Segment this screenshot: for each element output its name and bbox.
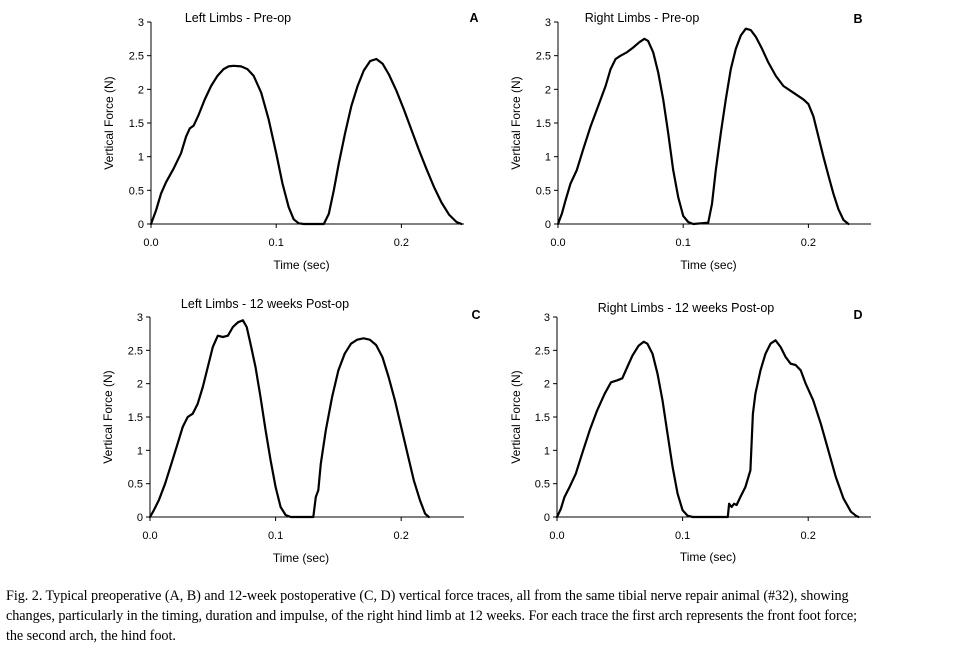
y-tick-label: 2.5 (535, 345, 550, 357)
chart-panel-c: 0 0.5 1 1.5 2 2.5 3 0.0 0.1 0.2 Time (sec) Vertical… (101, 297, 481, 565)
x-tick-label: 0.1 (268, 530, 283, 542)
force-trace-line (148, 319, 430, 519)
x-tick-label: 0.1 (269, 237, 284, 249)
panel-letter: C (471, 308, 480, 322)
y-axis-label: Vertical Force (N) (102, 76, 116, 169)
y-axis-label: Vertical Force (N) (509, 370, 523, 463)
y-tick-label: 3 (137, 312, 143, 324)
chart-title: Right Limbs - Pre-op (585, 11, 700, 25)
x-tick-label: 0.0 (549, 530, 564, 542)
force-trace-line (555, 339, 860, 519)
y-tick-label: 1.5 (129, 118, 144, 130)
panel-letter: A (469, 11, 478, 25)
force-trace-line (556, 27, 850, 226)
x-tick-label: 0.0 (550, 237, 565, 249)
y-tick-label: 2.5 (536, 51, 551, 63)
caption-line: changes, particularly in the timing, dur… (6, 608, 858, 624)
y-axis-label: Vertical Force (N) (509, 76, 523, 169)
x-axis-label: Time (sec) (273, 258, 329, 272)
x-tick-label: 0.2 (394, 237, 409, 249)
x-tick-label: 0.0 (143, 237, 158, 249)
y-tick-label: 0.5 (536, 185, 551, 197)
y-tick-label: 0 (137, 512, 143, 524)
chart-title: Right Limbs - 12 weeks Post-op (598, 301, 775, 315)
chart-panel-b: 0 0.5 1 1.5 2 2.5 3 0.0 0.1 0.2 Time (sec) Vertical… (509, 11, 871, 272)
panel-letter: D (853, 308, 862, 322)
panel-letter: B (853, 12, 862, 26)
chart-panel-d: 0 0.5 1 1.5 2 2.5 3 0.0 0.1 0.2 Time (sec) Vertical… (509, 301, 871, 564)
force-trace-line (149, 57, 463, 226)
x-axis-label: Time (sec) (273, 551, 329, 565)
x-tick-label: 0.0 (142, 530, 157, 542)
y-tick-label: 2 (137, 379, 143, 391)
y-tick-label: 1 (138, 152, 144, 164)
x-axis-label: Time (sec) (680, 258, 736, 272)
y-tick-label: 0 (138, 219, 144, 231)
y-tick-label: 0 (544, 512, 550, 524)
y-tick-label: 1.5 (536, 118, 551, 130)
y-tick-label: 1.5 (535, 412, 550, 424)
caption-line: the second arch, the hind foot. (6, 628, 176, 644)
chart-title: Left Limbs - Pre-op (185, 11, 291, 25)
x-tick-label: 0.2 (394, 530, 409, 542)
y-tick-label: 1.5 (128, 412, 143, 424)
y-tick-label: 2.5 (128, 345, 143, 357)
y-tick-label: 2.5 (129, 51, 144, 63)
chart-panel-a: 0 0.5 1 1.5 2 2.5 3 0.0 0.1 0.2 Time (sec) Vertical… (102, 11, 479, 272)
y-tick-label: 1 (544, 445, 550, 457)
y-axis-label: Vertical Force (N) (101, 370, 115, 463)
y-tick-label: 2 (138, 84, 144, 96)
y-tick-label: 3 (545, 17, 551, 29)
figure-panels: 0 0.5 1 1.5 2 2.5 3 0.0 0.1 0.2 Time (sec) Vertical… (101, 11, 871, 565)
x-tick-label: 0.2 (801, 237, 816, 249)
x-tick-label: 0.1 (675, 530, 690, 542)
caption-line: Fig. 2. Typical preoperative (A, B) and … (6, 588, 849, 604)
y-tick-label: 0.5 (535, 479, 550, 491)
y-tick-label: 1 (137, 445, 143, 457)
x-tick-label: 0.1 (676, 237, 691, 249)
x-tick-label: 0.2 (801, 530, 816, 542)
y-tick-label: 0.5 (129, 185, 144, 197)
y-tick-label: 2 (544, 379, 550, 391)
y-tick-label: 1 (545, 152, 551, 164)
y-tick-label: 3 (138, 17, 144, 29)
y-tick-label: 0 (545, 219, 551, 231)
chart-title: Left Limbs - 12 weeks Post-op (181, 297, 349, 311)
y-tick-label: 0.5 (128, 479, 143, 491)
y-tick-label: 3 (544, 312, 550, 324)
figure-caption: Fig. 2. Typical preoperative (A, B) and … (6, 586, 964, 646)
x-axis-label: Time (sec) (680, 550, 736, 564)
y-tick-label: 2 (545, 84, 551, 96)
